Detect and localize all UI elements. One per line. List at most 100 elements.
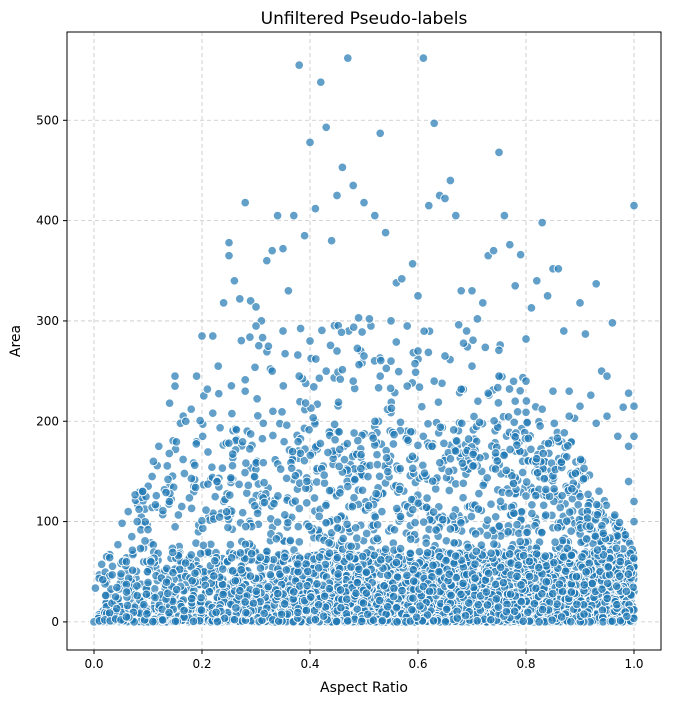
scatter-point bbox=[317, 325, 327, 336]
scatter-point bbox=[179, 605, 189, 616]
scatter-point bbox=[557, 490, 567, 501]
scatter-point bbox=[441, 555, 451, 566]
scatter-point bbox=[541, 484, 551, 495]
scatter-point bbox=[527, 508, 537, 519]
scatter-point bbox=[456, 518, 466, 528]
scatter-point bbox=[361, 588, 372, 598]
scatter-point bbox=[421, 538, 431, 548]
scatter-point bbox=[535, 421, 545, 431]
scatter-point bbox=[395, 417, 406, 428]
scatter-point bbox=[254, 340, 264, 351]
scatter-point bbox=[408, 565, 419, 575]
scatter-point bbox=[304, 425, 314, 435]
scatter-point bbox=[431, 525, 441, 535]
scatter-point bbox=[309, 493, 320, 503]
scatter-point bbox=[278, 381, 289, 391]
scatter-point bbox=[583, 489, 593, 500]
scatter-point bbox=[509, 417, 519, 428]
scatter-point bbox=[614, 571, 625, 581]
scatter-point bbox=[321, 518, 331, 528]
scatter-point bbox=[405, 534, 416, 544]
scatter-point bbox=[230, 576, 241, 586]
scatter-point bbox=[389, 583, 399, 594]
scatter-point bbox=[315, 438, 326, 449]
scatter-point bbox=[575, 454, 586, 465]
scatter-point bbox=[98, 574, 108, 585]
scatter-point bbox=[410, 358, 420, 369]
scatter-point bbox=[540, 510, 551, 520]
scatter-point bbox=[560, 566, 571, 576]
scatter-point bbox=[258, 457, 269, 468]
scatter-point bbox=[418, 431, 429, 442]
scatter-point bbox=[414, 382, 425, 392]
scatter-point bbox=[323, 447, 333, 458]
scatter-point bbox=[242, 488, 252, 498]
scatter-point bbox=[324, 583, 335, 594]
scatter-point bbox=[117, 518, 127, 529]
scatter-point bbox=[418, 517, 429, 527]
scatter-point bbox=[388, 439, 399, 449]
scatter-point bbox=[168, 567, 178, 578]
scatter-point bbox=[422, 493, 432, 503]
scatter-point bbox=[158, 505, 168, 516]
scatter-point bbox=[422, 548, 433, 558]
scatter-point bbox=[203, 447, 213, 457]
scatter-point bbox=[521, 396, 532, 406]
scatter-point bbox=[113, 539, 123, 550]
scatter-point bbox=[521, 407, 531, 418]
scatter-point bbox=[337, 364, 348, 375]
scatter-point bbox=[338, 533, 348, 544]
scatter-point bbox=[258, 418, 269, 429]
scatter-point bbox=[504, 549, 515, 559]
scatter-point bbox=[413, 440, 423, 451]
scatter-point bbox=[585, 521, 595, 531]
scatter-point bbox=[611, 581, 622, 591]
scatter-point bbox=[167, 547, 178, 558]
scatter-point bbox=[314, 511, 324, 522]
scatter-point bbox=[490, 579, 501, 590]
scatter-point bbox=[252, 508, 263, 519]
scatter-point bbox=[504, 488, 514, 498]
scatter-point bbox=[342, 438, 353, 449]
scatter-point bbox=[421, 502, 432, 513]
scatter-point bbox=[492, 456, 503, 466]
scatter-point bbox=[480, 342, 491, 353]
scatter-point bbox=[548, 588, 558, 599]
scatter-point bbox=[305, 450, 316, 461]
scatter-point bbox=[339, 454, 350, 465]
scatter-point bbox=[198, 540, 209, 551]
scatter-point bbox=[180, 558, 191, 568]
scatter-point bbox=[212, 616, 223, 627]
scatter-point bbox=[293, 521, 304, 532]
scatter-point bbox=[312, 477, 322, 487]
scatter-point bbox=[226, 473, 236, 483]
scatter-point bbox=[357, 485, 368, 496]
scatter-point bbox=[163, 588, 173, 599]
scatter-point bbox=[397, 585, 407, 596]
scatter-point bbox=[615, 556, 626, 567]
scatter-point bbox=[188, 616, 199, 627]
scatter-point bbox=[372, 520, 383, 530]
scatter-point bbox=[96, 559, 107, 570]
scatter-point bbox=[142, 566, 153, 577]
scatter-point bbox=[140, 536, 150, 546]
scatter-point bbox=[218, 589, 228, 600]
scatter-point bbox=[203, 479, 213, 489]
scatter-point bbox=[210, 491, 220, 502]
scatter-point bbox=[164, 448, 175, 459]
scatter-point bbox=[395, 463, 405, 474]
scatter-point bbox=[587, 578, 598, 589]
scatter-point bbox=[388, 591, 399, 602]
scatter-point bbox=[287, 446, 298, 457]
scatter-point bbox=[517, 467, 528, 478]
scatter-point bbox=[107, 561, 118, 572]
scatter-point bbox=[283, 517, 293, 528]
scatter-point bbox=[352, 343, 363, 354]
scatter-point bbox=[132, 581, 142, 591]
scatter-point bbox=[516, 507, 527, 517]
scatter-point bbox=[335, 585, 346, 595]
scatter-point bbox=[309, 382, 319, 392]
scatter-point bbox=[594, 486, 604, 496]
scatter-point bbox=[243, 480, 254, 491]
scatter-point bbox=[122, 600, 133, 611]
